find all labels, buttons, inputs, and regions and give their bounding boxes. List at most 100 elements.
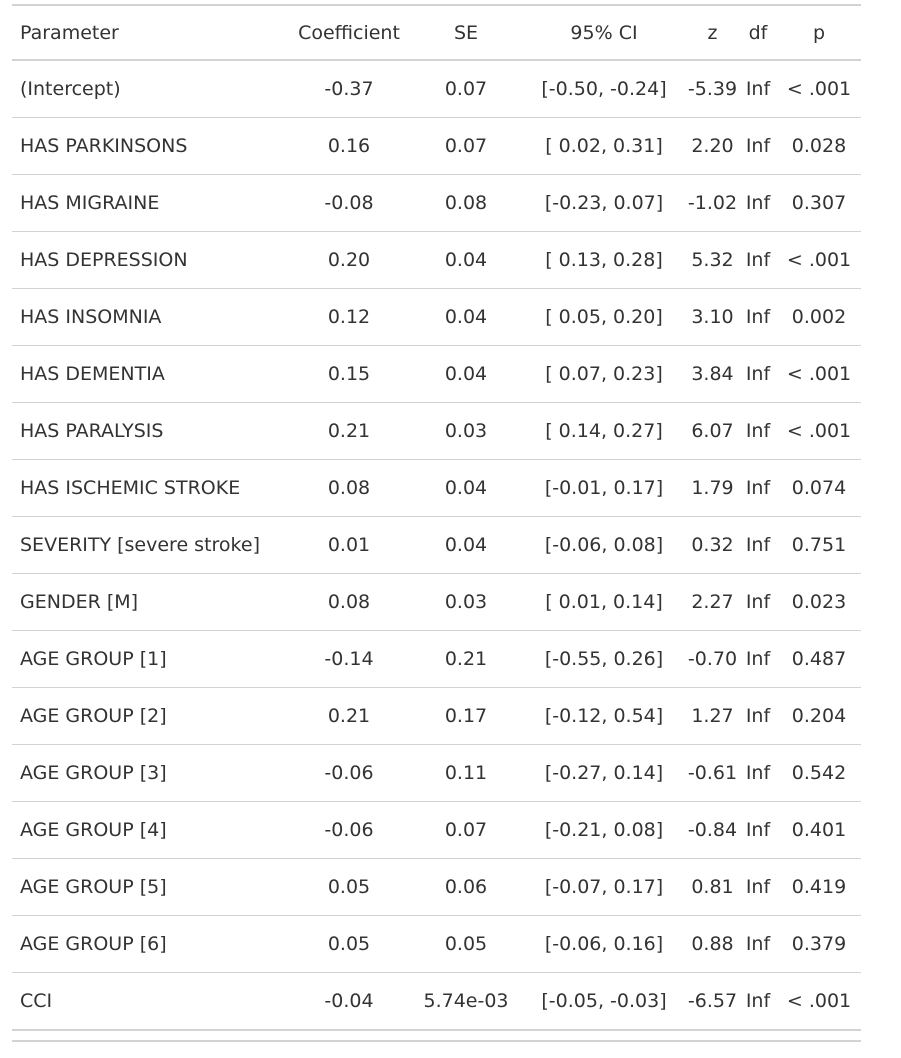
cell-coefficient: 0.08 — [327, 477, 371, 499]
table-row: AGE GROUP [3] -0.06 0.11 [-0.27, 0.14] -0.61… — [12, 745, 861, 802]
cell-df: Inf — [745, 192, 771, 214]
cell-ci: [-0.55, 0.26] — [544, 648, 664, 670]
cell-z: 0.32 — [691, 534, 734, 556]
cell-ci: [-0.50, -0.24] — [541, 78, 667, 100]
header-df: df — [748, 21, 768, 44]
cell-df: Inf — [745, 135, 771, 157]
cell-z: 3.10 — [691, 306, 734, 328]
cell-se: 5.74e-03 — [423, 990, 509, 1012]
cell-parameter: HAS PARKINSONS — [20, 135, 188, 157]
cell-z: -0.84 — [687, 819, 738, 841]
cell-parameter: (Intercept) — [20, 78, 121, 100]
table-row: HAS PARKINSONS 0.16 0.07 [ 0.02, 0.31] 2.20 I… — [12, 118, 861, 175]
cell-p: < .001 — [786, 249, 852, 271]
cell-z: 0.88 — [691, 933, 734, 955]
cell-coefficient: -0.04 — [324, 990, 374, 1012]
header-z: z — [707, 21, 718, 44]
cell-parameter: GENDER [M] — [20, 591, 139, 613]
cell-parameter: HAS DEPRESSION — [20, 249, 188, 271]
cell-z: -5.39 — [687, 78, 738, 100]
cell-ci: [-0.27, 0.14] — [544, 762, 664, 784]
cell-ci: [-0.05, -0.03] — [541, 990, 667, 1012]
cell-ci: [ 0.07, 0.23] — [545, 363, 663, 385]
cell-ci: [-0.21, 0.08] — [544, 819, 664, 841]
cell-parameter: AGE GROUP [1] — [20, 648, 167, 670]
cell-parameter: CCI — [20, 990, 53, 1012]
cell-se: 0.07 — [444, 78, 488, 100]
regression-table-container: Parameter Coefficient SE 95% CI z df p (… — [12, 4, 861, 1031]
cell-ci: [ 0.01, 0.14] — [545, 591, 663, 613]
cell-p: 0.028 — [791, 135, 847, 157]
cell-parameter: AGE GROUP [4] — [20, 819, 167, 841]
cell-coefficient: 0.15 — [327, 363, 371, 385]
cell-coefficient: 0.20 — [327, 249, 371, 271]
table-row: CCI -0.04 5.74e-03 [-0.05, -0.03] -6.57 Inf < … — [12, 973, 861, 1030]
table-row: GENDER [M] 0.08 0.03 [ 0.01, 0.14] 2.27 Inf 0.… — [12, 574, 861, 631]
cell-parameter: HAS PARALYSIS — [20, 420, 164, 442]
cell-z: -0.61 — [687, 762, 738, 784]
cell-df: Inf — [745, 306, 771, 328]
header-p: p — [812, 21, 826, 44]
cell-df: Inf — [745, 363, 771, 385]
cell-se: 0.04 — [444, 306, 488, 328]
table-row: AGE GROUP [6] 0.05 0.05 [-0.06, 0.16] 0.88 In… — [12, 916, 861, 973]
cell-ci: [-0.23, 0.07] — [544, 192, 664, 214]
table-row: HAS DEMENTIA 0.15 0.04 [ 0.07, 0.23] 3.84 Inf… — [12, 346, 861, 403]
cell-p: 0.419 — [791, 876, 847, 898]
cell-df: Inf — [745, 534, 771, 556]
cell-p: 0.074 — [791, 477, 847, 499]
cell-se: 0.05 — [444, 933, 488, 955]
cell-parameter: SEVERITY [severe stroke] — [20, 534, 260, 556]
cell-z: 3.84 — [691, 363, 734, 385]
cell-parameter: AGE GROUP [5] — [20, 876, 167, 898]
cell-se: 0.11 — [444, 762, 488, 784]
cell-df: Inf — [745, 591, 771, 613]
table-row: HAS ISCHEMIC STROKE 0.08 0.04 [-0.01, 0.17]… — [12, 460, 861, 517]
table-row: HAS MIGRAINE -0.08 0.08 [-0.23, 0.07] -1.02 I… — [12, 175, 861, 232]
cell-ci: [ 0.14, 0.27] — [545, 420, 663, 442]
cell-se: 0.03 — [444, 420, 488, 442]
cell-z: 2.20 — [691, 135, 734, 157]
table-row: AGE GROUP [2] 0.21 0.17 [-0.12, 0.54] 1.27 In… — [12, 688, 861, 745]
cell-ci: [-0.06, 0.16] — [544, 933, 664, 955]
cell-coefficient: 0.21 — [327, 420, 371, 442]
cell-coefficient: 0.08 — [327, 591, 371, 613]
cell-parameter: HAS ISCHEMIC STROKE — [20, 477, 241, 499]
cell-ci: [-0.07, 0.17] — [544, 876, 664, 898]
cell-df: Inf — [745, 420, 771, 442]
header-row: Parameter Coefficient SE 95% CI z df p — [12, 5, 861, 60]
cell-se: 0.04 — [444, 477, 488, 499]
cell-p: 0.204 — [791, 705, 847, 727]
cell-z: -1.02 — [687, 192, 738, 214]
cell-z: 1.79 — [691, 477, 734, 499]
cell-p: 0.542 — [791, 762, 847, 784]
cell-df: Inf — [745, 933, 771, 955]
cell-ci: [ 0.02, 0.31] — [545, 135, 663, 157]
cell-p: 0.401 — [791, 819, 847, 841]
header-ci: 95% CI — [570, 21, 638, 44]
regression-table: Parameter Coefficient SE 95% CI z df p (… — [12, 4, 861, 1031]
cell-ci: [-0.01, 0.17] — [544, 477, 664, 499]
cell-z: 2.27 — [691, 591, 734, 613]
cell-se: 0.08 — [444, 192, 488, 214]
cell-se: 0.04 — [444, 363, 488, 385]
table-row: HAS PARALYSIS 0.21 0.03 [ 0.14, 0.27] 6.07 In… — [12, 403, 861, 460]
cell-z: 0.81 — [691, 876, 734, 898]
cell-coefficient: 0.12 — [327, 306, 371, 328]
cell-se: 0.07 — [444, 135, 488, 157]
header-parameter: Parameter — [20, 21, 119, 44]
cell-z: 5.32 — [691, 249, 734, 271]
cell-parameter: AGE GROUP [2] — [20, 705, 167, 727]
cell-coefficient: -0.06 — [324, 819, 374, 841]
table-row: AGE GROUP [1] -0.14 0.21 [-0.55, 0.26] -0.70… — [12, 631, 861, 688]
header-coefficient: Coefficient — [298, 21, 400, 44]
cell-parameter: HAS INSOMNIA — [20, 306, 162, 328]
table-row: HAS INSOMNIA 0.12 0.04 [ 0.05, 0.20] 3.10 Inf… — [12, 289, 861, 346]
cell-se: 0.06 — [444, 876, 488, 898]
cell-coefficient: 0.05 — [327, 876, 371, 898]
cell-p: < .001 — [786, 78, 852, 100]
cell-ci: [-0.06, 0.08] — [544, 534, 664, 556]
cell-p: 0.023 — [791, 591, 847, 613]
cell-parameter: AGE GROUP [6] — [20, 933, 167, 955]
bottom-divider — [12, 1040, 861, 1042]
